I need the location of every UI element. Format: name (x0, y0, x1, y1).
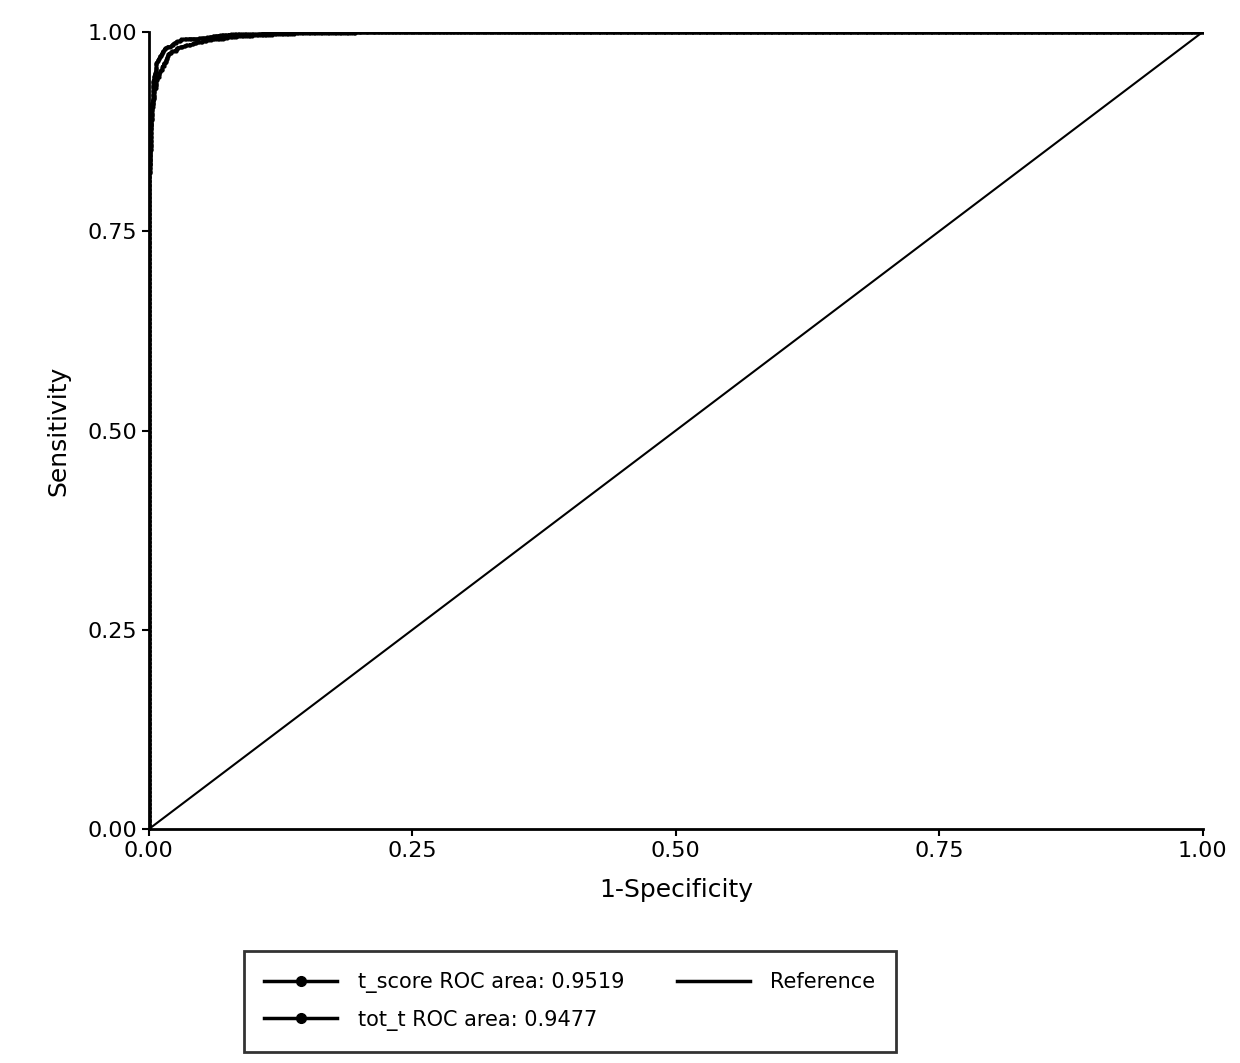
Legend: t_score ROC area: 0.9519, tot_t ROC area: 0.9477, Reference: t_score ROC area: 0.9519, tot_t ROC area… (243, 951, 897, 1051)
X-axis label: 1-Specificity: 1-Specificity (599, 878, 753, 901)
Y-axis label: Sensitivity: Sensitivity (47, 366, 71, 495)
